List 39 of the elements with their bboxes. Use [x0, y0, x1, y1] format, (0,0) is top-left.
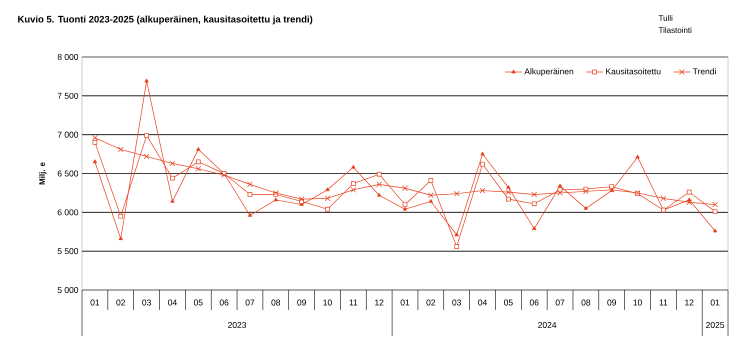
x-tick-label: 11	[350, 300, 358, 306]
x-tick-label: 06	[220, 300, 228, 306]
x-tick-label: 09	[607, 300, 616, 306]
x-tick-label: 08	[271, 300, 280, 306]
text: 2025	[706, 322, 724, 328]
x-tick-label: 05	[194, 300, 203, 306]
x-tick-label: 04	[168, 300, 177, 306]
text: 2024	[538, 322, 556, 328]
x-tick-label: 11	[660, 300, 668, 306]
x-tick-label: 01	[710, 300, 720, 306]
x-tick-label: 08	[582, 300, 590, 306]
y-tick-label: 8 000	[58, 54, 78, 60]
y-tick-label: 7 500	[58, 92, 78, 99]
text: 2023	[228, 322, 246, 328]
x-tick-label: 05	[504, 300, 513, 306]
x-tick-label: 03	[142, 300, 151, 306]
x-tick-label: 07	[556, 300, 564, 306]
x-tick-label: 10	[323, 300, 332, 306]
y-tick-label: 7 000	[58, 132, 78, 138]
y-tick-label: 5 500	[58, 248, 78, 254]
x-tick-label: 09	[297, 300, 306, 306]
x-tick-label: 12	[685, 300, 694, 306]
x-tick-label: 01	[400, 300, 410, 306]
x-tick-label: 12	[375, 300, 384, 306]
x-tick-label: 06	[530, 300, 539, 306]
y-tick-label: 6 500	[58, 170, 78, 176]
legend-label: Alkuperäinen	[524, 68, 574, 76]
legend-label: Trendi	[692, 68, 716, 74]
legend-label: Kausitasoitettu	[606, 68, 660, 74]
x-tick-label: 01	[90, 300, 100, 306]
x-tick-label: 07	[246, 300, 254, 306]
x-tick-label: 10	[634, 300, 642, 306]
chart-title: Kuvio 5. Tuonti 2023-2025 (alkuperäinen, kausitasoitettu ja trendi)	[18, 16, 312, 24]
x-tick-label: 02	[426, 300, 436, 306]
x-tick-label: 04	[478, 300, 487, 306]
x-tick-label: 02	[116, 300, 126, 306]
x-tick-label: 03	[452, 300, 462, 306]
y-tick-label: 6 000	[58, 209, 78, 216]
y-tick-label: 5 000	[58, 287, 78, 293]
